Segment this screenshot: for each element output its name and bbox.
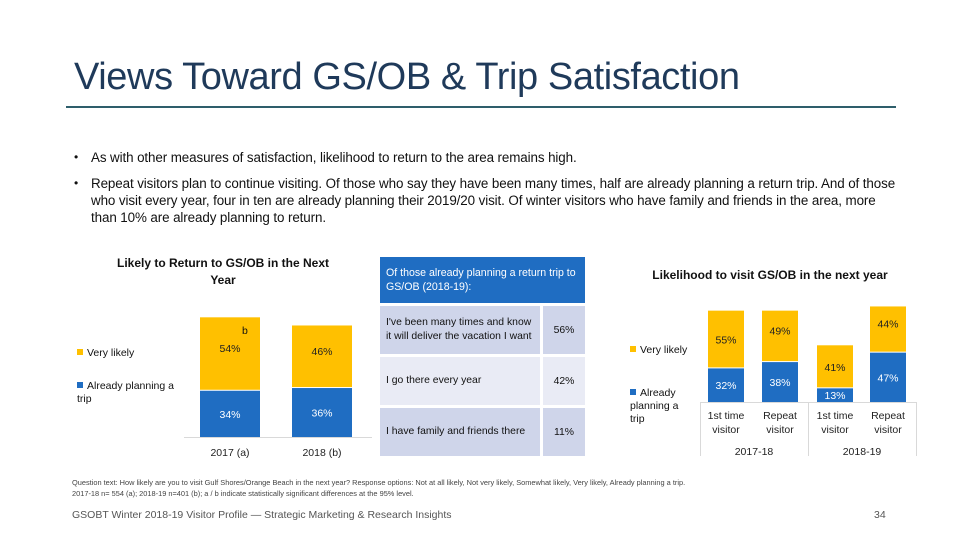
table-row: I've been many times and know it will de…	[380, 306, 585, 354]
table-header: Of those already planning a return trip …	[380, 257, 585, 303]
chart2-bar-already-planning	[870, 352, 906, 402]
chart2-bar-already-planning	[762, 362, 798, 402]
chart1-x-tick-label: 2018 (b)	[302, 447, 341, 459]
chart2-x-tick-label: visitor	[874, 424, 902, 436]
note-line: 2017-18 n= 554 (a); 2018-19 n=401 (b); a…	[72, 489, 414, 498]
legend-swatch-very-likely	[630, 346, 636, 352]
chart1-label-very-likely: 46%	[311, 346, 332, 358]
chart2-x-tick-label: visitor	[766, 424, 794, 436]
legend-swatch-very-likely	[77, 349, 83, 355]
table-row: I go there every year 42%	[380, 357, 585, 405]
chart1-bar-very-likely	[200, 317, 260, 390]
chart1-title: Likely to Return to GS/OB in the Next Ye…	[116, 256, 330, 287]
chart2-label-already-planning: 38%	[769, 377, 790, 389]
chart2-title: Likelihood to visit GS/OB in the next ye…	[652, 268, 888, 282]
chart2-group-label: 2017-18	[735, 446, 774, 458]
chart2-bar-already-planning	[817, 388, 853, 402]
chart2-x-tick-label: visitor	[821, 424, 849, 436]
chart2-label-already-planning: 32%	[715, 380, 736, 392]
chart1-bar-already-planning	[292, 388, 352, 437]
bullet-item: • Repeat visitors plan to continue visit…	[74, 175, 896, 229]
table-cell-value: 11%	[543, 408, 585, 456]
chart2-bar-very-likely	[762, 310, 798, 362]
bullet-text: As with other measures of satisfaction, …	[91, 150, 577, 165]
chart2-group-label: 2018-19	[843, 446, 882, 458]
chart1-x-tick-label: 2017 (a)	[210, 447, 249, 459]
chart2-label-very-likely: 49%	[769, 325, 790, 337]
footer-text: GSOBT Winter 2018-19 Visitor Profile — S…	[72, 509, 452, 521]
chart1-label-very-likely: 54%	[219, 343, 240, 355]
table-cell-label: I've been many times and know it will de…	[380, 306, 540, 354]
chart2-x-tick-label: Repeat	[763, 410, 797, 422]
chart2-label-already-planning: 47%	[877, 372, 898, 384]
chart2-legend-very-likely: Very likely	[630, 344, 687, 357]
table-cell-label: I have family and friends there	[380, 408, 540, 456]
chart2-x-tick-label: Repeat	[871, 410, 905, 422]
legend-swatch-already-planning	[630, 389, 636, 395]
chart2-bar-already-planning	[708, 368, 744, 402]
bullet-text: Repeat visitors plan to continue visitin…	[91, 176, 896, 225]
question-note: Question text: How likely are you to vis…	[72, 477, 892, 499]
chart2-legend-already-planning: Already planning a trip	[630, 387, 679, 425]
page-number: 34	[874, 509, 886, 521]
chart1-legend-already-planning: Already planning a trip	[77, 380, 174, 405]
table-cell-label: I go there every year	[380, 357, 540, 405]
bullet-icon: •	[74, 176, 79, 190]
note-line: Question text: How likely are you to vis…	[72, 478, 686, 487]
chart2-bar-very-likely	[708, 310, 744, 368]
chart2-label-already-planning: 13%	[824, 390, 845, 402]
chart1-legend-very-likely: Very likely	[77, 347, 134, 360]
chart1-label-already-planning: 34%	[219, 409, 240, 421]
bullet-icon: •	[74, 150, 79, 164]
chart2-bar-very-likely	[817, 345, 853, 388]
chart2-label-very-likely: 44%	[877, 319, 898, 331]
table-cell-value: 42%	[543, 357, 585, 405]
legend-swatch-already-planning	[77, 382, 83, 388]
table-cell-value: 56%	[543, 306, 585, 354]
chart2-bar-very-likely	[870, 306, 906, 352]
chart2-x-tick-label: 1st time	[708, 410, 745, 422]
chart2-x-tick-label: 1st time	[817, 410, 854, 422]
chart1-label-already-planning: 36%	[311, 408, 332, 420]
bullet-item: • As with other measures of satisfaction…	[74, 149, 894, 167]
chart2-label-very-likely: 55%	[715, 335, 736, 347]
chart1-bar-already-planning	[200, 390, 260, 437]
title-divider	[66, 106, 896, 108]
chart1-significance-annotation: b	[242, 325, 248, 337]
chart2-label-very-likely: 41%	[824, 362, 845, 374]
chart2-x-tick-label: visitor	[712, 424, 740, 436]
slide-title: Views Toward GS/OB & Trip Satisfaction	[74, 56, 740, 98]
table-row: I have family and friends there 11%	[380, 408, 585, 456]
chart1-bar-very-likely	[292, 325, 352, 388]
